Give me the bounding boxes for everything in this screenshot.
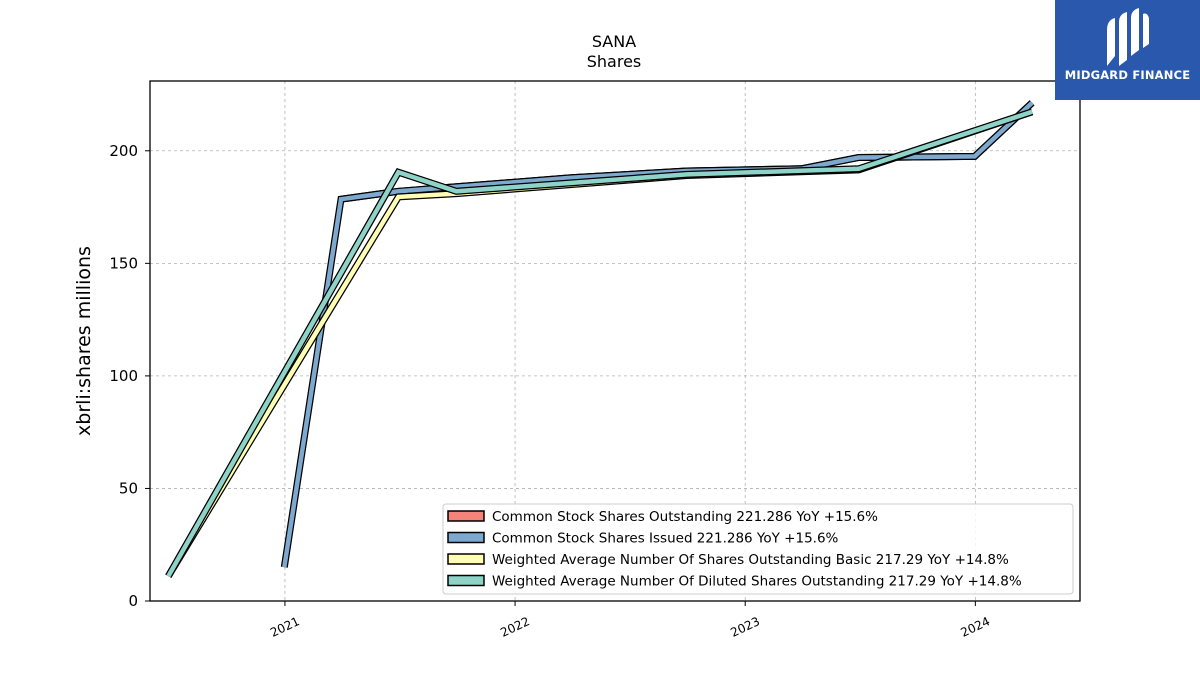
legend-entry: Common Stock Shares Outstanding 221.286 …: [492, 509, 878, 525]
brand-logo: MIDGARD FINANCE: [1055, 0, 1200, 100]
y-tick-label: 50: [119, 479, 138, 497]
x-tick-label: 2021: [268, 614, 302, 640]
y-tick-label: 150: [109, 254, 138, 272]
x-tick-label: 2024: [959, 614, 993, 640]
legend-swatch: [447, 553, 485, 565]
legend-swatch: [447, 510, 485, 522]
series-layer: [165, 100, 1035, 579]
series-line: [166, 109, 1033, 578]
legend-entry: Weighted Average Number Of Shares Outsta…: [492, 552, 1009, 568]
plot-frame: [149, 80, 1081, 602]
legend-entry: Weighted Average Number Of Diluted Share…: [492, 574, 1022, 590]
x-tick-label: 2023: [728, 614, 762, 640]
series-4: [165, 108, 1034, 578]
brand-name: MIDGARD FINANCE: [1064, 68, 1191, 82]
chart-subtitle: Shares: [587, 52, 642, 71]
chart-title: SANA: [592, 32, 636, 51]
series-2: [280, 100, 1035, 568]
legend-swatch: [447, 531, 485, 544]
x-tick-label: 2022: [498, 614, 532, 640]
y-tick-label: 100: [109, 367, 138, 385]
y-axis: 0 50 100 150 200: [109, 142, 150, 610]
legend-frame: [442, 503, 1074, 595]
legend: Common Stock Shares Outstanding 221.286 …: [442, 503, 1074, 595]
y-tick-label: 200: [109, 142, 138, 160]
midgard-logo-icon: [1107, 8, 1149, 66]
x-axis: 2021 2022 2023 2024: [268, 601, 992, 640]
series-line: [282, 101, 1034, 568]
legend-swatch: [447, 574, 485, 587]
legend-entry: Common Stock Shares Issued 221.286 YoY +…: [492, 531, 839, 547]
y-tick-label: 0: [128, 592, 138, 610]
y-axis-label: xbrli:shares millions: [73, 246, 95, 436]
